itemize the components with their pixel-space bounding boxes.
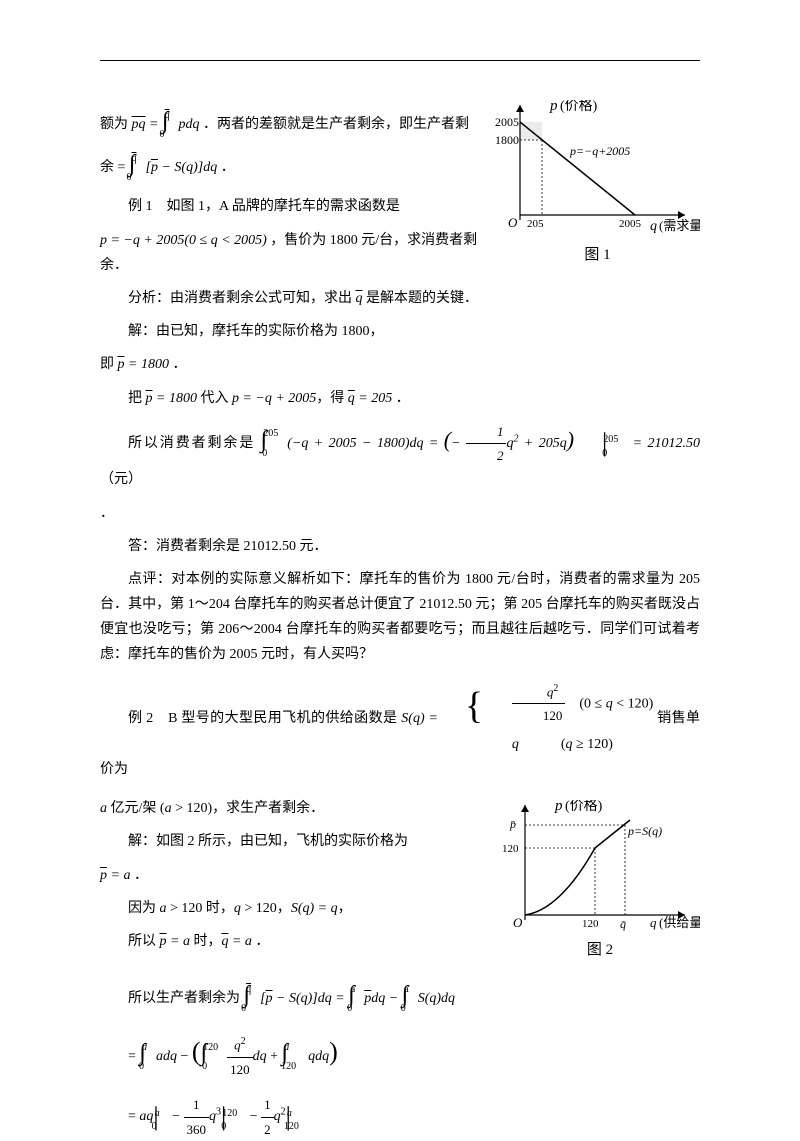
ex1-sol-l3: 把 p = 1800 代入 p = −q + 2005，得 q = 205 ． [100,386,700,411]
svg-text:(需求量): (需求量) [659,218,700,233]
ex1-demand-fn: p = −q + 2005(0 ≤ q < 2005) [100,233,267,248]
ex1-analysis: 分析：由消费者剩余公式可知，求出 q 是解本题的关键． [100,286,700,311]
eq2: = ∫a0adq − (∫1200q2120dq + ∫a120qdq) [128,1029,700,1081]
ex2-sol-l3: 因为 a > 120 时，q > 120，S(q) = q， [100,896,700,921]
ex1-intro: 例 1 如图 1，A 品牌的摩托车的需求函数是 [100,194,700,219]
svg-text:205: 205 [527,218,544,230]
eq3: = aq|a0 − 1360q3|1200 − 12q2|a120 [128,1093,700,1141]
svg-text:1800: 1800 [495,133,519,147]
ex2-intro: 例 2 B 型号的大型民用飞机的供给函数是 S(q) = { q2120 (0 … [100,680,700,782]
ex2-ps-intro: 所以生产者剩余为 [128,991,240,1006]
svg-text:(价格): (价格) [560,100,598,114]
piecewise: { q2120 (0 ≤ q < 120) q (q ≥ 120) [442,680,653,757]
svg-text:p: p [549,100,558,114]
ex1-unit: （元） [100,472,142,487]
svg-text:2005: 2005 [619,218,642,230]
fig1-label: 图 1 [495,242,700,269]
figure-1: p (价格) 2005 1800 O 205 2005 q (需求量) p=−q… [495,100,700,269]
svg-text:p=−q+2005: p=−q+2005 [569,144,630,158]
ex2-supply-fn: S(q) = [401,711,442,726]
ex2-sol-l1: 解：如图 2 所示，由已知，飞机的实际价格为 [100,829,700,854]
svg-text:(价格): (价格) [565,800,603,814]
ex2-ps: 所以生产者剩余为 ∫q0[p − S(q)]dq = ∫a0pdq − ∫a0S… [100,974,700,1017]
ex2-intro-pre: 例 2 B 型号的大型民用飞机的供给函数是 [128,711,401,726]
p1-formula: pq = ∫q0pdq [132,117,200,132]
ex1-int-pre: 所以消费者剩余是 [128,436,255,451]
ex1-integral: 所以消费者剩余是 ∫2050(−q + 2005 − 1800)dq = (− … [100,419,700,493]
svg-text:p: p [554,800,563,814]
p1-formula2: ∫q0[p − S(q)]dq [129,160,217,175]
p1-end: ． [221,160,235,175]
ex1-answer: 答：消费者剩余是 21012.50 元． [100,534,700,559]
p1-pre: 额为 [100,117,132,132]
document-body: p (价格) 2005 1800 O 205 2005 q (需求量) p=−q… [100,100,700,1141]
ex1-result: 21012.50 [648,436,701,451]
period: ． [100,501,700,526]
svg-text:q: q [650,219,657,234]
ex1-sol-l2: 即 p = 1800 ． [100,352,700,377]
ex1-sol-l1: 解：由已知，摩托车的实际价格为 1800， [100,319,700,344]
ex1-comment: 点评：对本例的实际意义解析如下：摩托车的售价为 1800 元/台时，消费者的需求… [100,567,700,668]
header-rule [100,60,700,61]
svg-text:2005: 2005 [495,115,519,129]
ex2-sol-l4: 所以 p = a 时，q = a ． [100,929,700,954]
